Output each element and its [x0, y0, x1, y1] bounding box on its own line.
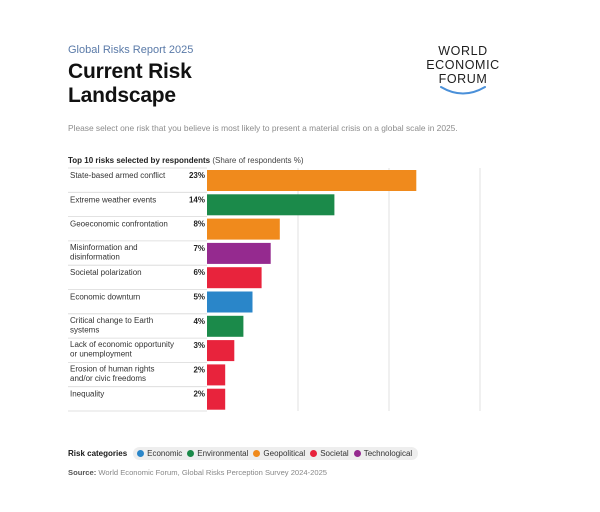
legend-label: Environmental — [197, 448, 249, 458]
value-label: 6% — [193, 268, 205, 277]
legend-item-environmental: Environmental — [187, 449, 248, 458]
bar-8 — [207, 340, 235, 362]
value-label: 5% — [193, 293, 205, 302]
chart-subtitle: (Share of respondents %) — [212, 156, 304, 165]
source-label: Source: — [68, 468, 97, 477]
logo-line-forum: FORUM — [438, 72, 488, 86]
value-label: 2% — [193, 390, 205, 399]
category-label: Societal polarization — [70, 268, 142, 277]
legend-swatch — [137, 449, 145, 457]
category-label: Inequality — [70, 390, 104, 399]
bar-1 — [207, 170, 417, 191]
wef-logo: WORLD ECONOMIC FORUM — [418, 44, 508, 100]
category-label: systems — [70, 325, 99, 334]
legend-title: Risk categories — [68, 448, 128, 458]
value-label: 4% — [193, 317, 205, 326]
legend-item-economic: Economic — [137, 449, 182, 458]
bar-6 — [207, 291, 253, 313]
source-note: Source: World Economic Forum, Global Ris… — [68, 468, 327, 477]
legend-swatch — [353, 449, 361, 457]
category-label: and/or civic freedoms — [70, 374, 146, 383]
category-label: State-based armed conflict — [70, 171, 166, 180]
report-label: Global Risks Report 2025 — [68, 44, 194, 56]
value-label: 23% — [189, 171, 205, 180]
category-label: or unemployment — [70, 350, 133, 359]
page-title: Current Risk Landscape — [68, 60, 192, 108]
bar-2 — [207, 194, 335, 216]
legend-items: Economic Environmental Geopolitical Societa… — [133, 446, 419, 460]
legend-label: Technological — [363, 448, 413, 458]
value-label: 3% — [193, 341, 205, 350]
category-label: Erosion of human rights — [70, 364, 155, 373]
legend-item-societal: Societal — [310, 448, 349, 458]
bar-9 — [207, 364, 226, 386]
legend-swatch — [310, 449, 318, 457]
category-label: Misinformation and — [70, 243, 138, 252]
chart-title: Top 10 risks selected by respondents — [68, 156, 211, 165]
legend-label: Economic — [147, 448, 183, 458]
logo-line-economic: ECONOMIC — [426, 58, 500, 72]
value-label: 2% — [193, 365, 205, 374]
bar-3 — [207, 218, 280, 240]
logo-line-world: WORLD — [438, 44, 488, 58]
page-title-line1: Current Risk — [68, 60, 192, 83]
legend-swatch — [187, 449, 195, 457]
page-title-line2: Landscape — [68, 84, 176, 107]
legend-item-technological: Technological — [353, 448, 413, 458]
chart-heading: Top 10 risks selected by respondents (Sh… — [68, 156, 304, 165]
legend-item-geopolitical: Geopolitical — [253, 449, 305, 458]
bar-4 — [207, 242, 271, 264]
bar-5 — [207, 267, 262, 289]
category-label: disinformation — [70, 252, 120, 261]
category-label: Economic downturn — [70, 293, 140, 302]
bar-7 — [207, 315, 244, 337]
category-label: Lack of economic opportunity — [70, 340, 174, 349]
value-label: 8% — [193, 220, 205, 229]
bar-10 — [207, 388, 226, 410]
legend: Risk categories Economic Environmental Geo… — [68, 446, 419, 460]
logo-arc-icon — [440, 86, 486, 95]
survey-question: Please select one risk that you believe … — [68, 123, 458, 133]
category-label: Geoeconomic confrontation — [70, 220, 168, 229]
value-label: 14% — [189, 195, 205, 204]
category-label: Extreme weather events — [70, 195, 156, 204]
legend-swatch — [253, 449, 261, 457]
source-text: World Economic Forum, Global Risks Perce… — [98, 468, 328, 477]
category-label: Critical change to Earth — [70, 316, 153, 325]
legend-label: Societal — [320, 448, 349, 458]
value-label: 7% — [193, 244, 205, 253]
legend-label: Geopolitical — [263, 448, 306, 458]
